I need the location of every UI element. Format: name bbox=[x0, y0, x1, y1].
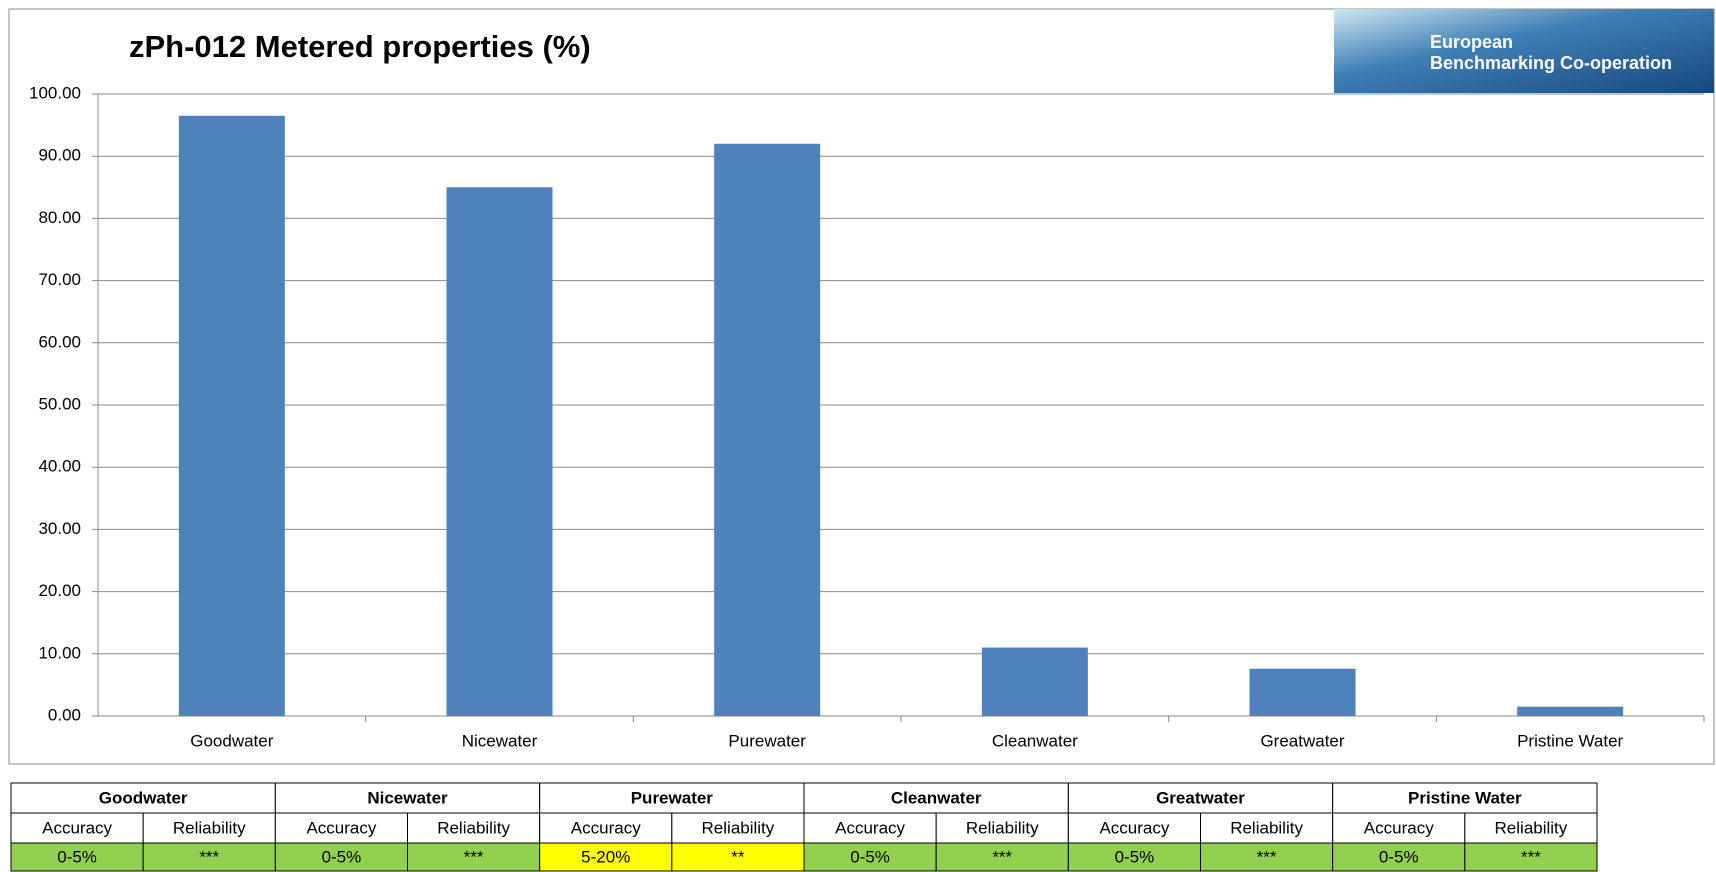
table-cell-text: *** bbox=[1257, 847, 1277, 866]
table-subheader: Accuracy bbox=[571, 818, 641, 837]
y-tick-label: 20.00 bbox=[38, 581, 81, 600]
y-tick-label: 100.00 bbox=[29, 83, 81, 102]
y-tick-label: 30.00 bbox=[38, 519, 81, 538]
table-group-header: Purewater bbox=[631, 788, 714, 807]
table-cell-text: 0-5% bbox=[322, 847, 362, 866]
x-tick-label: Goodwater bbox=[190, 731, 273, 750]
table-subheader: Reliability bbox=[702, 818, 775, 837]
table-group-header: Nicewater bbox=[367, 788, 448, 807]
logo-text: Benchmarking Co-operation bbox=[1430, 53, 1672, 73]
bar bbox=[1517, 707, 1623, 716]
table-subheader: Reliability bbox=[1495, 818, 1568, 837]
y-tick-label: 50.00 bbox=[38, 394, 81, 413]
table-cell-text: *** bbox=[1521, 847, 1541, 866]
y-tick-label: 80.00 bbox=[38, 208, 81, 227]
table-subheader: Accuracy bbox=[835, 818, 905, 837]
x-tick-label: Greatwater bbox=[1260, 731, 1344, 750]
logo-background bbox=[1334, 9, 1714, 93]
table-group-header: Cleanwater bbox=[891, 788, 982, 807]
table-cell-text: *** bbox=[464, 847, 484, 866]
x-tick-label: Pristine Water bbox=[1517, 731, 1623, 750]
table-subheader: Reliability bbox=[437, 818, 510, 837]
table-cell-text: *** bbox=[199, 847, 219, 866]
y-tick-label: 60.00 bbox=[38, 332, 81, 351]
table-subheader: Accuracy bbox=[42, 818, 112, 837]
bar bbox=[179, 116, 285, 716]
table-subheader: Accuracy bbox=[1099, 818, 1169, 837]
chart-title: zPh-012 Metered properties (%) bbox=[129, 29, 591, 64]
y-tick-label: 40.00 bbox=[38, 457, 81, 476]
x-tick-label: Cleanwater bbox=[992, 731, 1078, 750]
table-subheader: Reliability bbox=[1230, 818, 1303, 837]
x-tick-label: Purewater bbox=[728, 731, 806, 750]
table-cell-text: *** bbox=[992, 847, 1012, 866]
bar bbox=[982, 648, 1088, 716]
table-group-header: Goodwater bbox=[99, 788, 188, 807]
table-subheader: Accuracy bbox=[306, 818, 376, 837]
x-tick-label: Nicewater bbox=[462, 731, 538, 750]
table-cell-text: 0-5% bbox=[850, 847, 890, 866]
logo: European Benchmarking Co-operation bbox=[1334, 9, 1714, 93]
bar bbox=[1250, 669, 1356, 716]
table-cell-text: ** bbox=[731, 847, 745, 866]
table-cell-text: 0-5% bbox=[57, 847, 97, 866]
y-tick-label: 10.00 bbox=[38, 643, 81, 662]
bar bbox=[447, 187, 553, 716]
table-cell-text: 0-5% bbox=[1379, 847, 1419, 866]
y-tick-label: 70.00 bbox=[38, 270, 81, 289]
table-group-header: Greatwater bbox=[1156, 788, 1245, 807]
table-group-header: Pristine Water bbox=[1408, 788, 1522, 807]
table-subheader: Reliability bbox=[966, 818, 1039, 837]
y-tick-label: 0.00 bbox=[48, 705, 81, 724]
page: zPh-012 Metered properties (%) European … bbox=[0, 0, 1716, 872]
logo-text: European bbox=[1430, 32, 1513, 52]
table-subheader: Reliability bbox=[173, 818, 246, 837]
y-tick-label: 90.00 bbox=[38, 146, 81, 165]
bar bbox=[714, 144, 820, 716]
table-subheader: Accuracy bbox=[1364, 818, 1434, 837]
table-cell-text: 0-5% bbox=[1115, 847, 1155, 866]
table-cell-text: 5-20% bbox=[581, 847, 630, 866]
